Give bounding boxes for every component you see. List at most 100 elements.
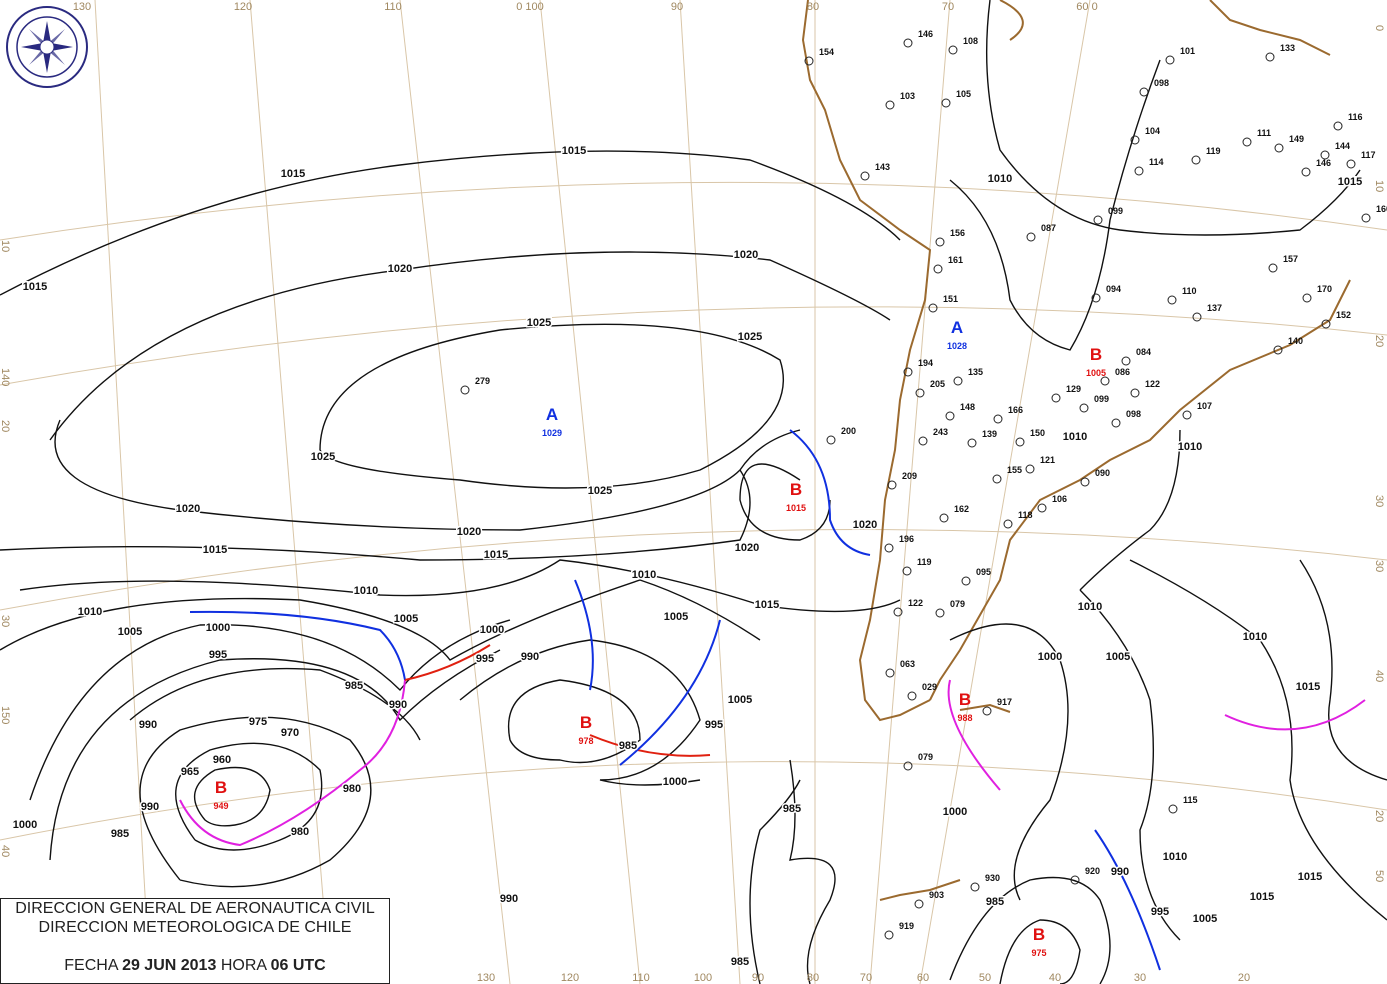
graticule-label: 30 [0,615,11,627]
station-pressure: 101 [1180,46,1195,56]
station-circle-icon [1168,804,1178,814]
isobar-label: 1020 [734,249,758,261]
isobar-label: 1010 [988,173,1012,185]
isobar-label: 1000 [480,624,504,636]
isobar-label: 1005 [1193,913,1217,925]
isobar-label: 1010 [1078,601,1102,613]
station-pressure: 149 [1289,134,1304,144]
pressure-center-letter: B [215,778,227,797]
isobar-label: 1015 [484,549,508,561]
station-pressure: 148 [960,402,975,412]
graticule-label: 30 [1373,560,1385,572]
station-circle-icon [970,882,980,892]
station-circle-icon [945,411,955,421]
isobar-label: 1000 [206,622,230,634]
chart-date: 29 JUN 2013 [122,957,217,974]
pressure-center-letter: B [790,480,802,499]
graticule-label: 110 [384,1,402,13]
station-pressure: 140 [1288,336,1303,346]
station-pressure: 135 [968,367,983,377]
station-pressure: 162 [954,504,969,514]
station-circle-icon [1015,437,1025,447]
station-pressure: 194 [918,358,933,368]
isobar-label: 970 [281,727,299,739]
station-pressure: 160 [1376,204,1387,214]
isobar-label: 1005 [728,694,752,706]
graticule-label: 120 [234,1,252,13]
station-circle-icon [1301,167,1311,177]
isobar-label: 985 [731,956,749,968]
station-circle-icon [1121,356,1131,366]
station-circle-icon [884,543,894,553]
station-circle-icon [1130,388,1140,398]
station-circle-icon [1361,213,1371,223]
station-circle-icon [1167,295,1177,305]
isobar-label: 985 [111,828,129,840]
graticule-label: 130 [477,972,495,984]
isobar-label: 990 [500,893,518,905]
station-circle-icon [1093,215,1103,225]
isobar-label: 975 [249,716,267,728]
station-pressure: 095 [976,567,991,577]
pressure-center-letter: B [1033,925,1045,944]
isobar-label: 990 [139,719,157,731]
station-circle-icon [1025,464,1035,474]
isobar-label: 1015 [203,544,227,556]
station-pressure: 114 [1149,157,1164,167]
station-pressure: 155 [1007,465,1022,475]
station-pressure: 920 [1085,866,1100,876]
station-circle-icon [826,435,836,445]
station-pressure: 243 [933,427,948,437]
station-pressure: 094 [1106,284,1121,294]
station-pressure: 133 [1280,43,1295,53]
station-pressure: 099 [1094,394,1109,404]
graticule-label: 20 [1373,810,1385,822]
station-pressure: 108 [963,36,978,46]
isobar-label: 1025 [738,331,762,343]
graticule-label: 20 [1373,335,1385,347]
graticule-label: 80 [807,1,819,13]
station-circle-icon [1268,263,1278,273]
graticule-label: 0 [1373,25,1385,31]
isobar-label: 990 [1111,866,1129,878]
isobar-label: 990 [521,651,539,663]
isobar-label: 1000 [943,806,967,818]
graticule-label: 110 [632,972,650,984]
station-pressure: 029 [922,682,937,692]
station-pressure: 122 [1145,379,1160,389]
pressure-center-letter: B [959,690,971,709]
graticule-label: 20 [1238,972,1250,984]
station-circle-icon [1080,477,1090,487]
station-circle-icon [1333,121,1343,131]
graticule-label: 140 [0,368,11,386]
station-pressure: 119 [1206,146,1221,156]
station-circle-icon [1321,319,1331,329]
isobar-label: 1010 [1243,631,1267,643]
station-circle-icon [1100,376,1110,386]
station-pressure: 079 [950,599,965,609]
graticule-label: 130 [73,1,91,13]
isobar-label: 1015 [1250,891,1274,903]
station-pressure: 117 [1361,150,1376,160]
station-circle-icon [941,98,951,108]
station-circle-icon [982,706,992,716]
isobar-label: 980 [291,826,309,838]
station-circle-icon [1026,232,1036,242]
isobar-label: 1015 [755,599,779,611]
isobar-label: 985 [986,896,1004,908]
station-circle-icon [1079,403,1089,413]
isobar-label: 1015 [1296,681,1320,693]
isobar-label: 960 [213,754,231,766]
station-pressure: 151 [943,294,958,304]
station-circle-icon [902,566,912,576]
pressure-center-value: 1015 [786,503,806,513]
station-circle-icon [885,100,895,110]
station-pressure: 157 [1283,254,1298,264]
isobar-label: 1005 [118,626,142,638]
title-line-1: DIRECCION GENERAL DE AERONAUTICA CIVIL [15,900,375,917]
station-pressure: 099 [1108,206,1123,216]
station-pressure: 122 [908,598,923,608]
isobar-label: 1010 [632,569,656,581]
isobar-label: 1020 [388,263,412,275]
